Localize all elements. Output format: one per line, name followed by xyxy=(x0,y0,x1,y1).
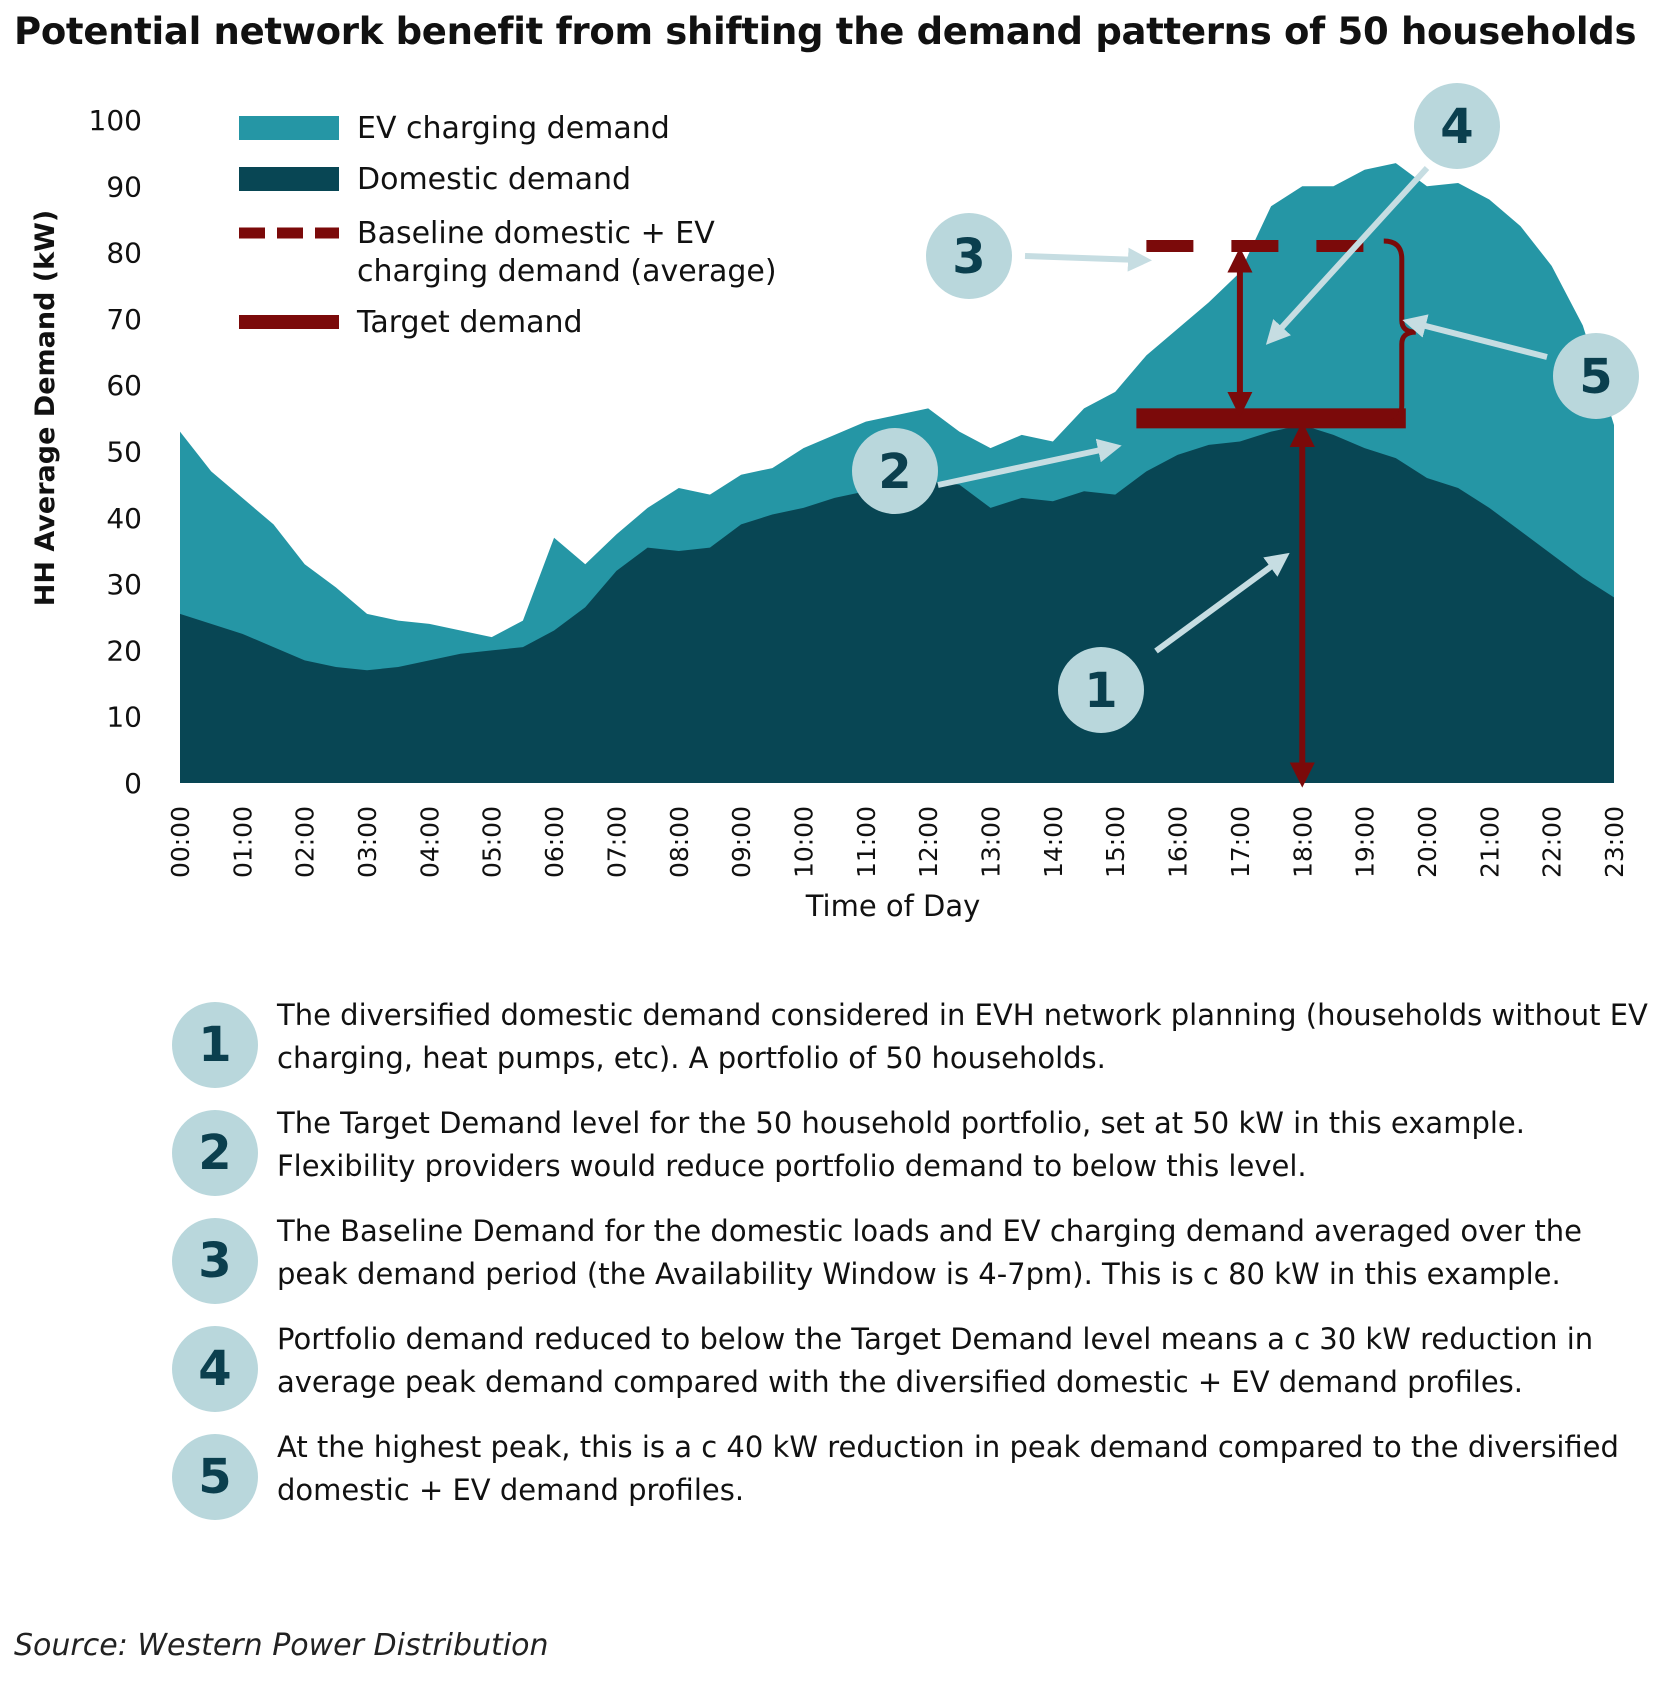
callout-5-badge xyxy=(1553,333,1639,419)
x-tick-label: 20:00 xyxy=(1413,806,1442,878)
note-item: 1 The diversified domestic demand conside… xyxy=(172,994,1652,1088)
x-tick-label: 09:00 xyxy=(727,806,756,878)
x-axis-label: Time of Day xyxy=(805,889,981,923)
callout-5-arrow xyxy=(1402,314,1548,360)
x-tick-label: 18:00 xyxy=(1288,806,1317,878)
y-tick-label: 60 xyxy=(106,369,142,402)
callout-5-number: 5 xyxy=(1579,349,1612,405)
x-tick-label: 05:00 xyxy=(478,806,507,878)
callout-2-number: 2 xyxy=(878,444,911,500)
callout-1-number: 1 xyxy=(1084,663,1117,719)
x-tick-label: 22:00 xyxy=(1538,806,1567,878)
x-tick-label: 15:00 xyxy=(1101,806,1130,878)
x-tick-label: 11:00 xyxy=(852,806,881,878)
legend-label: Baseline domestic + EV xyxy=(357,216,715,251)
chart-title: Potential network benefit from shifting … xyxy=(14,10,1637,53)
callout-1-badge xyxy=(1058,647,1144,733)
note-badge: 3 xyxy=(172,1218,258,1304)
y-tick-label: 90 xyxy=(106,170,142,203)
x-tick-label: 03:00 xyxy=(353,806,382,878)
note-item: 3 The Baseline Demand for the domestic lo… xyxy=(172,1210,1652,1304)
note-item: 2 The Target Demand level for the 50 hous… xyxy=(172,1102,1652,1196)
x-tick-label: 17:00 xyxy=(1226,806,1255,878)
y-tick-label: 20 xyxy=(106,634,142,667)
x-tick-label: 01:00 xyxy=(228,806,257,878)
callout-4-badge xyxy=(1414,83,1500,169)
x-tick-label: 04:00 xyxy=(415,806,444,878)
y-tick-label: 30 xyxy=(106,568,142,601)
legend-item: Domestic demand xyxy=(239,162,631,197)
x-tick-label: 02:00 xyxy=(291,806,320,878)
x-tick-label: 08:00 xyxy=(665,806,694,878)
callout-1-arrow xyxy=(1154,552,1290,654)
note-badge: 1 xyxy=(172,1002,258,1088)
x-tick-label: 16:00 xyxy=(1164,806,1193,878)
y-tick-label: 50 xyxy=(106,436,142,469)
callout-3-number: 3 xyxy=(952,229,985,285)
y-tick-label: 0 xyxy=(124,767,142,800)
legend-item: EV charging demand xyxy=(239,111,670,146)
note-text: The Target Demand level for the 50 house… xyxy=(277,1106,1525,1183)
x-tick-label: 00:00 xyxy=(166,806,195,878)
note-text: The diversified domestic demand consider… xyxy=(277,998,1648,1075)
x-tick-label: 06:00 xyxy=(540,806,569,878)
target-demand-line xyxy=(1136,408,1406,429)
callout-2-badge xyxy=(852,428,938,514)
note-badge: 2 xyxy=(172,1110,258,1196)
x-tick-label: 14:00 xyxy=(1039,806,1068,878)
domestic-area xyxy=(180,424,1614,783)
callout-4-arrow xyxy=(1265,165,1430,345)
x-tick-label: 13:00 xyxy=(977,806,1006,878)
legend-swatch-ev xyxy=(239,116,339,140)
note-text: Portfolio demand reduced to below the Ta… xyxy=(277,1322,1594,1399)
demand-chart: 0 10 20 30 40 50 60 70 80 90 100 00:00 01:00 02:00 03… xyxy=(30,83,1639,923)
note-badge: 5 xyxy=(172,1434,258,1520)
source-credit: Source: Western Power Distribution xyxy=(14,1628,549,1663)
note-item: 5 At the highest peak, this is a c 40 kW … xyxy=(172,1426,1652,1520)
callout-4-number: 4 xyxy=(1440,99,1473,155)
legend-label: Domestic demand xyxy=(357,162,631,197)
x-tick-label: 21:00 xyxy=(1475,806,1504,878)
y-tick-label: 80 xyxy=(106,237,142,270)
x-tick-label: 12:00 xyxy=(914,806,943,878)
callout-3-arrow xyxy=(1024,247,1152,272)
y-tick-label: 10 xyxy=(106,701,142,734)
y-tick-label: 70 xyxy=(106,303,142,336)
notes-list: 1 The diversified domestic demand conside… xyxy=(172,994,1652,1534)
legend-swatch-target xyxy=(239,315,339,329)
x-tick-label: 19:00 xyxy=(1351,806,1380,878)
legend-label: Target demand xyxy=(356,305,583,340)
note-badge: 4 xyxy=(172,1326,258,1412)
x-tick-label: 10:00 xyxy=(789,806,818,878)
note-text: The Baseline Demand for the domestic loa… xyxy=(277,1214,1582,1291)
note-text: At the highest peak, this is a c 40 kW r… xyxy=(277,1430,1619,1507)
y-tick-label: 100 xyxy=(89,104,142,137)
y-tick-label: 40 xyxy=(106,502,142,535)
legend-label: charging demand (average) xyxy=(357,254,777,289)
callout-2-arrow xyxy=(937,438,1122,488)
callout-3-badge xyxy=(926,213,1012,299)
x-tick-label: 07:00 xyxy=(602,806,631,878)
legend-swatch-domestic xyxy=(239,167,339,191)
legend-item: Target demand xyxy=(239,305,583,340)
legend-label: EV charging demand xyxy=(357,111,670,146)
x-tick-label: 23:00 xyxy=(1600,806,1629,878)
note-item: 4 Portfolio demand reduced to below the T… xyxy=(172,1318,1652,1412)
y-axis-label: HH Average Demand (kW) xyxy=(30,210,61,606)
